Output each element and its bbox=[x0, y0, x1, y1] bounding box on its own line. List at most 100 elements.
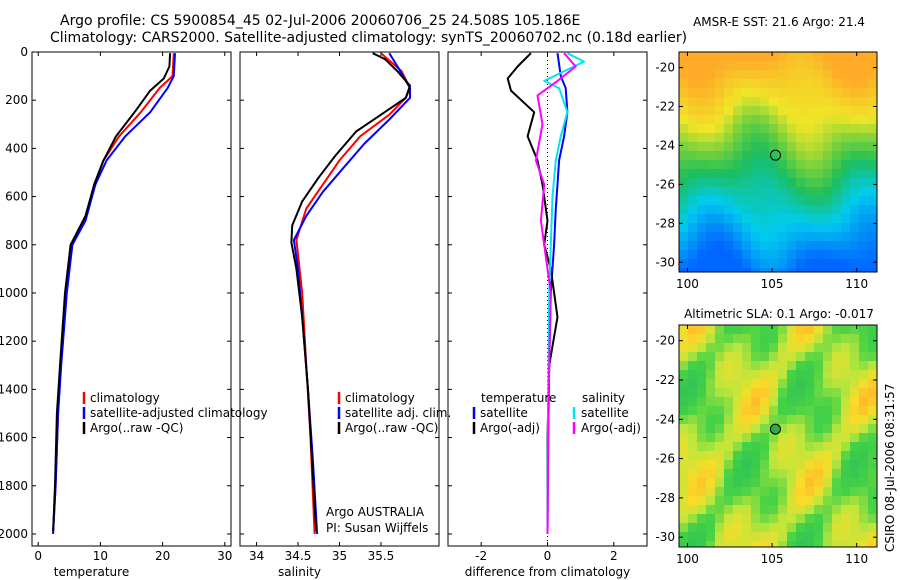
map-cell bbox=[724, 496, 733, 505]
map-cell bbox=[841, 232, 850, 241]
map-cell bbox=[751, 106, 760, 115]
map-cell bbox=[715, 343, 724, 352]
map-cell bbox=[787, 214, 796, 223]
map-cell bbox=[733, 142, 742, 151]
map-cell bbox=[841, 442, 850, 451]
map-cell bbox=[688, 97, 697, 106]
map-cell bbox=[715, 115, 724, 124]
map-cell bbox=[679, 451, 688, 460]
map-cell bbox=[769, 61, 778, 70]
map-cell bbox=[715, 352, 724, 361]
map-cell bbox=[769, 88, 778, 97]
map-cell bbox=[823, 433, 832, 442]
map-y-tick-label: -28 bbox=[655, 216, 675, 230]
map-cell bbox=[805, 79, 814, 88]
map-cell bbox=[787, 514, 796, 523]
map-cell bbox=[805, 325, 814, 334]
map-cell bbox=[724, 169, 733, 178]
map-cell bbox=[733, 496, 742, 505]
map-cell bbox=[742, 397, 751, 406]
map-cell bbox=[760, 79, 769, 88]
map-cell bbox=[841, 70, 850, 79]
map-cell bbox=[733, 460, 742, 469]
map-cell bbox=[850, 505, 859, 514]
map-cell bbox=[841, 352, 850, 361]
map-cell bbox=[859, 196, 868, 205]
map-cell bbox=[796, 133, 805, 142]
map-cell bbox=[742, 352, 751, 361]
map-cell bbox=[697, 232, 706, 241]
map-cell bbox=[769, 370, 778, 379]
map-cell bbox=[769, 415, 778, 424]
map-cell bbox=[823, 415, 832, 424]
map-cell bbox=[859, 79, 868, 88]
map-cell bbox=[868, 250, 877, 259]
map-cell bbox=[724, 505, 733, 514]
map-cell bbox=[796, 352, 805, 361]
map-cell bbox=[751, 388, 760, 397]
map-frame bbox=[678, 51, 878, 273]
map-cell bbox=[868, 370, 877, 379]
map-cell bbox=[778, 259, 787, 268]
map-cell bbox=[823, 424, 832, 433]
map-cell bbox=[850, 187, 859, 196]
map-cell bbox=[868, 52, 877, 61]
map-cell bbox=[814, 505, 823, 514]
map-cell bbox=[706, 433, 715, 442]
map-cell bbox=[832, 523, 841, 532]
map-cell bbox=[814, 379, 823, 388]
map-cell bbox=[868, 406, 877, 415]
map-cell bbox=[859, 451, 868, 460]
map-cell bbox=[715, 259, 724, 268]
map-cell bbox=[778, 124, 787, 133]
map-cell bbox=[715, 52, 724, 61]
map-cell bbox=[697, 478, 706, 487]
map-cell bbox=[841, 514, 850, 523]
series-line-temperature-argo-adj- bbox=[506, 52, 559, 534]
map-cell bbox=[841, 478, 850, 487]
map-cell bbox=[679, 334, 688, 343]
map-cell bbox=[778, 241, 787, 250]
map-cell bbox=[724, 541, 733, 547]
map-cell bbox=[706, 178, 715, 187]
map-cell bbox=[751, 268, 760, 272]
map-cell bbox=[724, 223, 733, 232]
map-cell bbox=[832, 97, 841, 106]
map-cell bbox=[751, 241, 760, 250]
map-cell bbox=[724, 406, 733, 415]
map-cell bbox=[805, 52, 814, 61]
map-cell bbox=[850, 460, 859, 469]
map-cell bbox=[805, 433, 814, 442]
map-cell bbox=[715, 442, 724, 451]
map-cell bbox=[706, 106, 715, 115]
map-cell bbox=[850, 361, 859, 370]
map-cell bbox=[733, 241, 742, 250]
map-cell bbox=[706, 415, 715, 424]
map-cell bbox=[742, 379, 751, 388]
map-cell bbox=[760, 514, 769, 523]
map-cell bbox=[778, 223, 787, 232]
map-cell bbox=[724, 388, 733, 397]
map-cell bbox=[832, 388, 841, 397]
map-cell bbox=[751, 124, 760, 133]
map-cell bbox=[733, 532, 742, 541]
map-cell bbox=[823, 370, 832, 379]
map-cell bbox=[832, 496, 841, 505]
map-cell bbox=[805, 343, 814, 352]
map-cell bbox=[697, 361, 706, 370]
map-cell bbox=[715, 61, 724, 70]
map-cell bbox=[679, 61, 688, 70]
map-cell bbox=[859, 343, 868, 352]
map-cell bbox=[841, 196, 850, 205]
map-cell bbox=[859, 487, 868, 496]
map-cell bbox=[733, 61, 742, 70]
series-line-satellite-adjusted-climatology bbox=[52, 53, 176, 535]
map-cell bbox=[706, 151, 715, 160]
map-cell bbox=[742, 70, 751, 79]
map-cell bbox=[715, 325, 724, 334]
map-cell bbox=[859, 496, 868, 505]
map-cell bbox=[769, 334, 778, 343]
map-cell bbox=[769, 196, 778, 205]
map-cell bbox=[733, 232, 742, 241]
map-cell bbox=[706, 169, 715, 178]
